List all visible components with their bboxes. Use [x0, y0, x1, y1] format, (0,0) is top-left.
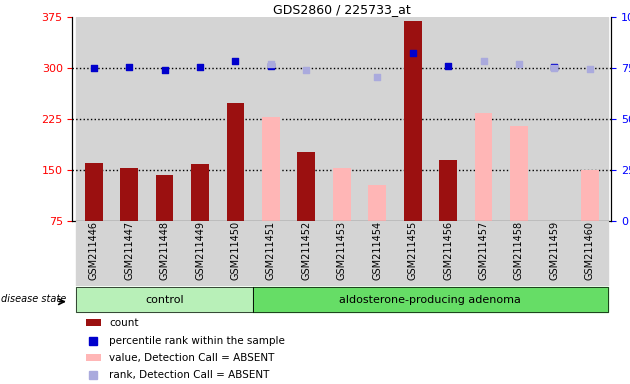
Text: percentile rank within the sample: percentile rank within the sample [109, 336, 285, 346]
Text: GSM211453: GSM211453 [337, 221, 346, 280]
Text: GSM211458: GSM211458 [514, 221, 524, 280]
Bar [572, 17, 607, 221]
Bar [218, 17, 253, 221]
Bar [112, 17, 147, 221]
Text: GSM211450: GSM211450 [231, 221, 241, 280]
Bar [289, 221, 324, 286]
Bar [324, 17, 360, 221]
Bar [76, 287, 253, 312]
Bar [369, 185, 386, 221]
Point [159, 67, 169, 73]
Bar [395, 17, 430, 221]
Bar [76, 17, 112, 221]
Text: control: control [146, 295, 184, 305]
Bar [262, 117, 280, 221]
Bar [430, 221, 466, 286]
Text: GSM211457: GSM211457 [479, 221, 488, 280]
Bar [360, 17, 395, 221]
Bar [430, 17, 466, 221]
Bar [86, 319, 101, 326]
Bar [86, 354, 101, 361]
Text: GSM211452: GSM211452 [301, 221, 311, 280]
Point [443, 63, 453, 69]
Bar [182, 17, 218, 221]
Text: GSM211460: GSM211460 [585, 221, 595, 280]
Bar [120, 168, 138, 221]
Bar [333, 168, 351, 221]
Text: GSM211455: GSM211455 [408, 221, 418, 280]
Bar [466, 221, 501, 286]
Text: GSM211454: GSM211454 [372, 221, 382, 280]
Bar [112, 221, 147, 286]
Bar [572, 221, 607, 286]
Text: GSM211456: GSM211456 [443, 221, 453, 280]
Text: GSM211449: GSM211449 [195, 221, 205, 280]
Text: GSM211459: GSM211459 [549, 221, 559, 280]
Point [549, 65, 559, 71]
Point [585, 66, 595, 72]
Bar [297, 152, 315, 221]
Point [231, 58, 241, 64]
Point [266, 61, 276, 67]
Bar [360, 221, 395, 286]
Point [408, 50, 418, 56]
Point [195, 65, 205, 71]
Bar [156, 175, 173, 221]
Text: disease state: disease state [1, 294, 67, 304]
Point [124, 65, 134, 71]
Text: count: count [109, 318, 139, 328]
Text: aldosterone-producing adenoma: aldosterone-producing adenoma [340, 295, 521, 305]
Bar [147, 17, 182, 221]
Text: GSM211447: GSM211447 [124, 221, 134, 280]
Bar [466, 17, 501, 221]
Bar [76, 221, 112, 286]
Bar [182, 221, 218, 286]
Bar [253, 221, 289, 286]
Point [89, 65, 99, 71]
Bar [85, 163, 103, 221]
Bar [537, 221, 572, 286]
Bar [147, 221, 182, 286]
Bar [537, 17, 572, 221]
Bar [439, 160, 457, 221]
Point [549, 65, 559, 71]
Point [479, 58, 489, 64]
Bar [404, 21, 421, 221]
Bar [474, 113, 493, 221]
Point [514, 61, 524, 67]
Bar [501, 221, 537, 286]
Bar [324, 221, 360, 286]
Text: rank, Detection Call = ABSENT: rank, Detection Call = ABSENT [109, 371, 270, 381]
Text: GSM211448: GSM211448 [159, 221, 169, 280]
Text: value, Detection Call = ABSENT: value, Detection Call = ABSENT [109, 353, 275, 363]
Point [266, 63, 276, 69]
Text: GSM211451: GSM211451 [266, 221, 276, 280]
Bar [253, 17, 289, 221]
Bar [289, 17, 324, 221]
Bar [191, 164, 209, 221]
Bar [218, 221, 253, 286]
Bar [227, 103, 244, 221]
Bar [581, 170, 598, 221]
Bar [510, 126, 528, 221]
Point [372, 74, 382, 80]
Point [301, 67, 311, 73]
Bar [501, 17, 537, 221]
Bar [395, 221, 430, 286]
Text: GSM211446: GSM211446 [89, 221, 99, 280]
Title: GDS2860 / 225733_at: GDS2860 / 225733_at [273, 3, 411, 16]
Bar [253, 287, 607, 312]
